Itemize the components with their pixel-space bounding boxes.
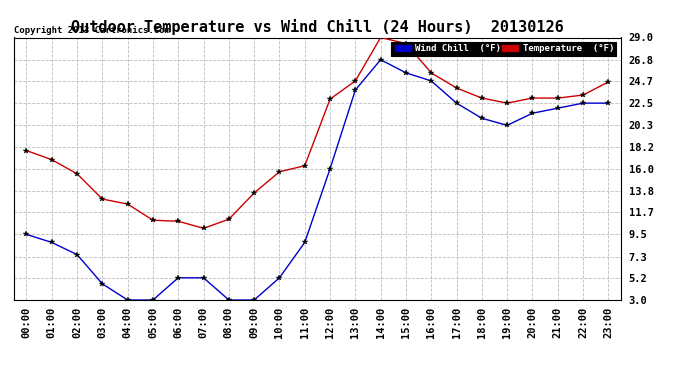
Text: Copyright 2013 Cartronics.com: Copyright 2013 Cartronics.com	[14, 26, 170, 35]
Legend: Wind Chill  (°F), Temperature  (°F): Wind Chill (°F), Temperature (°F)	[391, 42, 616, 56]
Title: Outdoor Temperature vs Wind Chill (24 Hours)  20130126: Outdoor Temperature vs Wind Chill (24 Ho…	[71, 19, 564, 35]
